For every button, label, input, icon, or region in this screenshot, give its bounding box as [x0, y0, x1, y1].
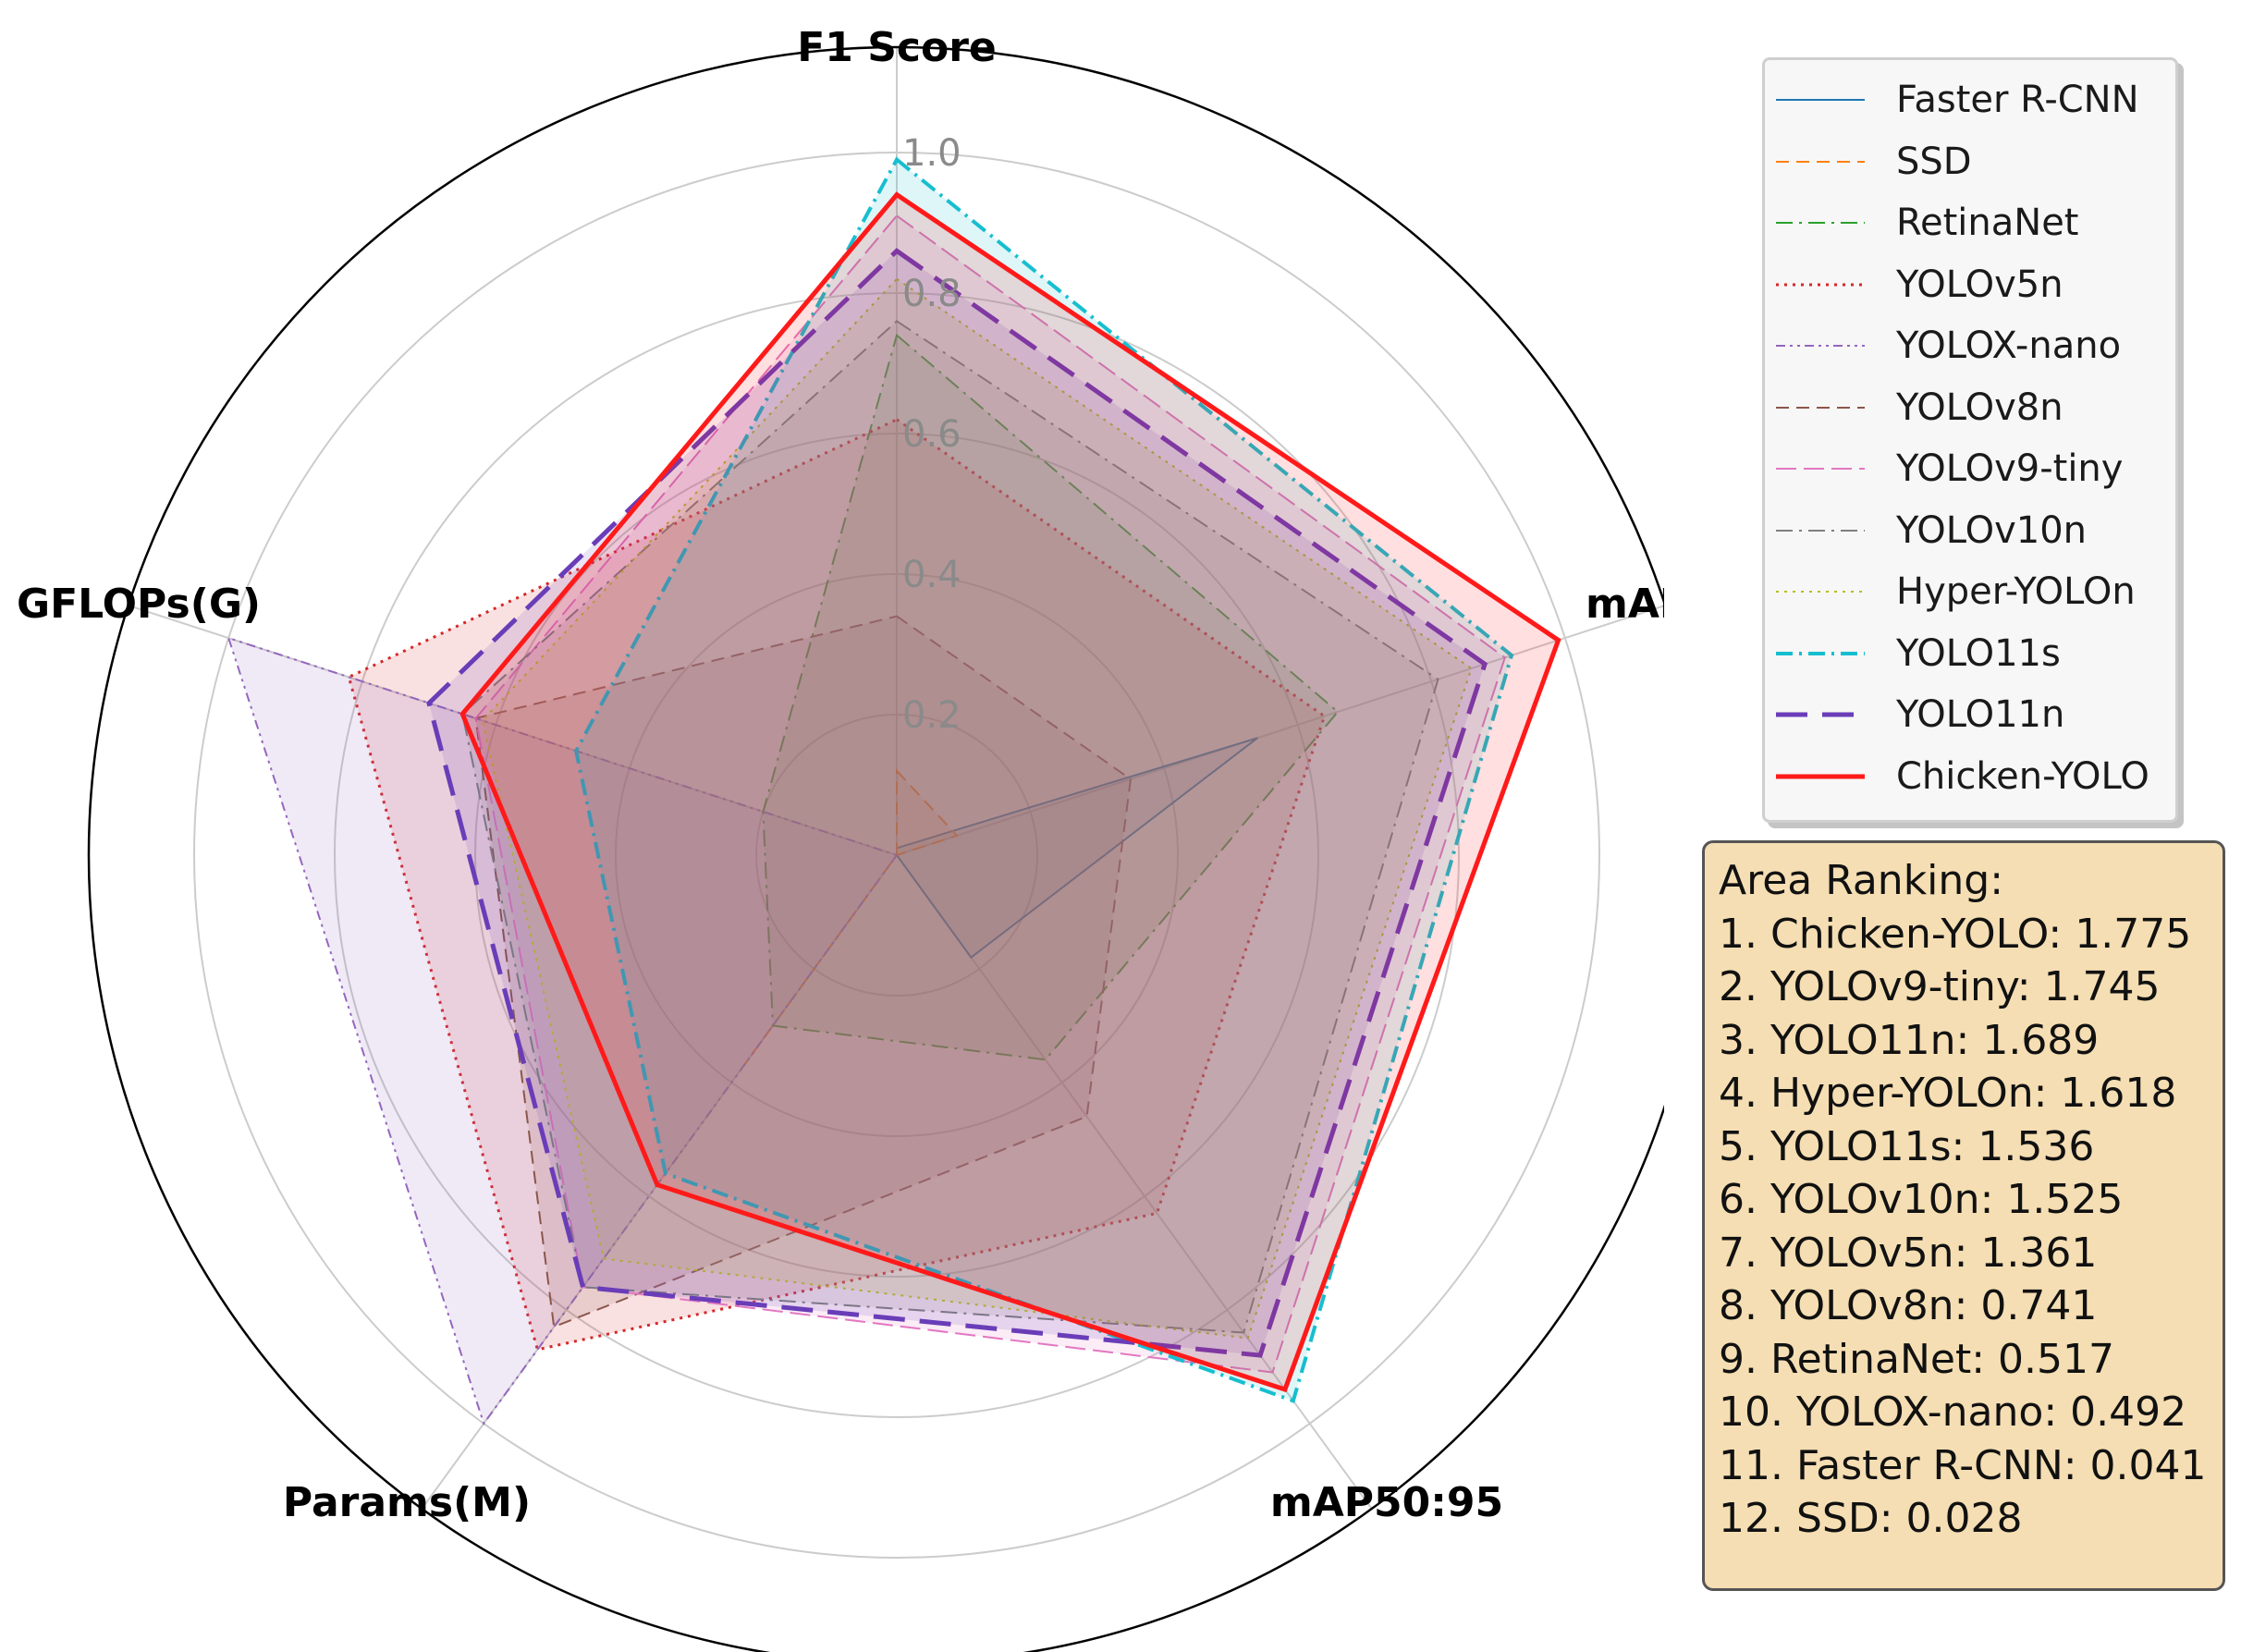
legend-label: YOLO11n — [1896, 693, 2065, 737]
legend-item: YOLOv9-tiny — [1765, 438, 2175, 500]
chart-legend: Faster R-CNN SSD RetinaNet YOLOv5n YOLOX… — [1762, 57, 2178, 823]
tick-label-0.8: 0.8 — [902, 273, 961, 315]
series-line-yolov5n — [347, 418, 1327, 1352]
series-fill-yolov8n — [475, 616, 1131, 1328]
legend-label: YOLO11s — [1896, 631, 2061, 675]
legend-item: SSD — [1765, 131, 2175, 193]
legend-swatch — [1776, 160, 1865, 163]
tick-label-0.6: 0.6 — [902, 413, 961, 456]
radial-tick-labels: 0.2 0.4 0.6 0.8 1.0 — [902, 132, 961, 737]
legend-label: Hyper-YOLOn — [1896, 570, 2136, 614]
series-line-retinanet — [762, 333, 1340, 1061]
axis-label-f1-score: F1 Score — [797, 24, 997, 71]
ranking-item: 11. Faster R-CNN: 0.041 — [1719, 1441, 2207, 1489]
series-fill-faster-r-cnn — [897, 738, 1258, 958]
legend-swatch — [1776, 712, 1865, 717]
legend-item: YOLOv8n — [1765, 377, 2175, 439]
series-fill-yolov5n — [349, 419, 1325, 1350]
ranking-item: 8. YOLOv8n: 0.741 — [1719, 1282, 2098, 1329]
legend-item: Hyper-YOLOn — [1765, 561, 2175, 623]
legend-label: Faster R-CNN — [1896, 79, 2139, 122]
legend-item: Chicken-YOLO — [1765, 746, 2175, 808]
legend-item: YOLOv5n — [1765, 254, 2175, 316]
legend-swatch — [1776, 99, 1865, 102]
ranking-item: 7. YOLOv5n: 1.361 — [1719, 1229, 2098, 1277]
series-line-hyper-yolon — [481, 277, 1473, 1340]
legend-item: RetinaNet — [1765, 192, 2175, 254]
series-line-yolov10n — [461, 320, 1439, 1334]
legend-swatch — [1776, 529, 1865, 532]
legend-label: SSD — [1896, 140, 1972, 183]
legend-label: RetinaNet — [1896, 202, 2079, 245]
series-fill-yolov10n — [462, 321, 1439, 1333]
series-line-yolo11s — [573, 156, 1514, 1403]
series-fill-hyper-yolon — [482, 278, 1472, 1339]
legend-swatch — [1776, 774, 1865, 779]
series-line-yolov9-tiny — [474, 214, 1506, 1374]
legend-label: YOLOX-nano — [1896, 324, 2122, 368]
axis-label-map50-95: mAP50:95 — [1270, 1479, 1503, 1526]
ranking-item: 4. Hyper-YOLOn: 1.618 — [1719, 1070, 2177, 1117]
legend-label: YOLOv10n — [1896, 508, 2087, 552]
tick-label-0.4: 0.4 — [902, 554, 961, 596]
legend-item: YOLO11s — [1765, 623, 2175, 685]
legend-swatch — [1776, 651, 1865, 655]
legend-label: Chicken-YOLO — [1896, 754, 2149, 798]
series-fill-yolox-nano — [228, 638, 897, 1424]
ranking-item: 5. YOLO11s: 1.536 — [1719, 1122, 2095, 1170]
ranking-item: 2. YOLOv9-tiny: 1.745 — [1719, 963, 2161, 1010]
axis-spoke — [896, 605, 1664, 856]
series-line-yolox-nano — [227, 636, 899, 1426]
axis-label-map50: mAP50 — [1586, 581, 1664, 628]
legend-item: YOLO11n — [1765, 684, 2175, 746]
legend-label: YOLOv8n — [1896, 385, 2063, 429]
legend-swatch — [1776, 222, 1865, 225]
legend-item: YOLOX-nano — [1765, 315, 2175, 377]
axis-label-params: Params(M) — [283, 1479, 531, 1526]
series-line-yolov8n — [474, 615, 1133, 1328]
axis-labels: F1 Score mAP50 mAP50:95 Params(M) GFLOPs… — [17, 24, 1664, 1526]
legend-swatch — [1776, 406, 1865, 409]
ranking-item: 9. RetinaNet: 0.517 — [1719, 1335, 2114, 1383]
series-fill-chicken-yolo — [462, 194, 1559, 1390]
ranking-item: 1. Chicken-YOLO: 1.775 — [1719, 910, 2192, 958]
ranking-item: 6. YOLOv10n: 1.525 — [1719, 1176, 2124, 1223]
area-ranking-box: Area Ranking: 1. Chicken-YOLO: 1.775 2. … — [1702, 840, 2225, 1591]
tick-label-0.2: 0.2 — [902, 694, 961, 737]
legend-label: YOLOv5n — [1896, 263, 2063, 306]
series-line-yolo11n — [426, 248, 1488, 1358]
axis-label-gflops: GFLOPs(G) — [17, 581, 261, 628]
series-fill-yolo11s — [576, 159, 1512, 1401]
legend-swatch — [1776, 283, 1865, 287]
ranking-title: Area Ranking: — [1719, 857, 2004, 904]
ranking-item: 12. SSD: 0.028 — [1719, 1495, 2023, 1542]
radar-chart: 0.2 0.4 0.6 0.8 1.0 F1 Score mAP50 mAP50… — [17, 24, 1664, 1652]
ranking-item: 3. YOLO11n: 1.689 — [1719, 1016, 2100, 1064]
legend-label: YOLOv9-tiny — [1896, 447, 2124, 491]
legend-swatch — [1776, 468, 1865, 471]
outer-frame — [88, 46, 1664, 1652]
series-fill-retinanet — [763, 335, 1338, 1060]
ranking-item: 10. YOLOX-nano: 0.492 — [1719, 1389, 2187, 1436]
series-fill-ssd — [743, 770, 958, 1066]
legend-swatch — [1776, 591, 1865, 593]
tick-label-1.0: 1.0 — [902, 132, 961, 175]
legend-swatch — [1776, 345, 1865, 348]
series-fill-yolo11n — [429, 251, 1486, 1356]
legend-item: YOLOv10n — [1765, 500, 2175, 562]
series-line-chicken-yolo — [459, 191, 1561, 1393]
series-fill-yolov9-tiny — [475, 215, 1505, 1373]
legend-item: Faster R-CNN — [1765, 69, 2175, 131]
radar-series — [227, 156, 1561, 1426]
